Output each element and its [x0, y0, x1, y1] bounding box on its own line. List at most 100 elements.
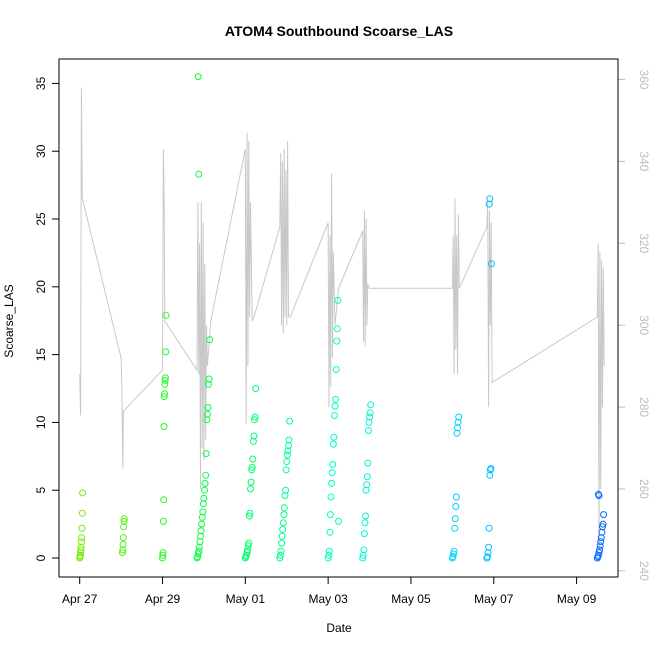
data-point: [205, 380, 212, 388]
data-point: [276, 551, 284, 559]
data-point: [364, 427, 372, 434]
data-point: [486, 471, 494, 479]
data-point: [282, 486, 290, 494]
y2-tick-label: 280: [637, 397, 650, 417]
data-point: [484, 553, 491, 561]
data-point: [78, 509, 86, 517]
y2-tick-label: 340: [637, 151, 650, 171]
data-point: [284, 447, 292, 455]
data-point: [328, 469, 336, 477]
data-point: [332, 395, 340, 403]
data-point: [454, 418, 462, 426]
y-tick-label: 20: [34, 280, 48, 294]
x-tick-label: May 09: [557, 592, 597, 606]
data-point: [455, 413, 463, 421]
data-point: [244, 542, 252, 550]
data-point: [365, 418, 373, 426]
data-point: [119, 549, 126, 557]
data-point: [331, 412, 338, 420]
data-point: [360, 530, 368, 538]
data-point: [276, 554, 284, 562]
data-point: [159, 551, 167, 559]
data-point: [203, 416, 211, 424]
data-point: [325, 547, 333, 555]
data-point: [79, 489, 87, 497]
data-point: [249, 437, 257, 445]
data-point: [247, 485, 254, 493]
data-point: [160, 496, 168, 504]
data-point: [487, 465, 495, 472]
data-point: [595, 492, 603, 500]
data-point: [252, 385, 260, 392]
data-point: [77, 538, 85, 546]
chart-title: ATOM4 Southbound Scoarse_LAS: [225, 23, 453, 39]
data-point: [279, 526, 287, 533]
data-point: [279, 519, 287, 527]
data-point: [78, 534, 86, 542]
data-point: [159, 549, 167, 557]
data-point: [366, 413, 374, 421]
x-tick-label: May 05: [391, 592, 431, 606]
data-point: [597, 534, 605, 542]
data-point: [329, 440, 337, 448]
data-point: [78, 524, 86, 532]
data-point: [362, 486, 370, 494]
data-point: [120, 517, 128, 525]
data-point: [243, 549, 251, 557]
data-point: [599, 520, 607, 528]
data-point: [333, 325, 341, 333]
data-point: [484, 549, 492, 557]
data-point: [366, 409, 374, 417]
data-point: [194, 73, 202, 81]
data-point: [280, 504, 288, 512]
x-axis-label: Date: [326, 621, 352, 635]
y-tick-label: 15: [34, 348, 48, 362]
data-point: [205, 375, 213, 383]
data-point: [248, 466, 256, 474]
y2-tick-label: 360: [637, 69, 650, 89]
data-point: [450, 547, 458, 555]
data-point: [359, 554, 367, 562]
data-point: [202, 450, 210, 458]
data-point: [363, 481, 371, 489]
data-point: [277, 547, 285, 555]
data-point: [332, 366, 340, 373]
data-point: [77, 546, 85, 554]
y-tick-label: 35: [34, 76, 48, 90]
data-point: [597, 538, 605, 546]
data-point: [194, 550, 202, 558]
y2-tick-label: 240: [637, 561, 650, 581]
data-point: [451, 524, 459, 532]
data-point: [202, 471, 210, 479]
data-point: [244, 546, 252, 554]
data-point: [361, 519, 369, 527]
data-point: [285, 436, 293, 444]
data-point: [326, 511, 334, 519]
data-point: [364, 459, 372, 467]
data-point: [200, 494, 208, 502]
data-point: [77, 549, 85, 557]
data-point: [245, 512, 253, 520]
data-point: [195, 170, 203, 178]
data-point: [367, 401, 375, 409]
data-point: [325, 551, 333, 559]
data-point: [119, 541, 127, 548]
x-tick-label: May 03: [308, 592, 348, 606]
data-point: [119, 534, 127, 542]
data-point: [596, 542, 604, 550]
data-point: [359, 551, 367, 559]
data-point: [248, 463, 256, 471]
data-point: [281, 492, 289, 500]
data-point: [196, 538, 204, 546]
data-point: [485, 524, 493, 532]
data-points-layer: [76, 73, 608, 562]
y-tick-label: 0: [34, 554, 48, 561]
x-tick-label: Apr 27: [62, 592, 98, 606]
data-point: [283, 458, 291, 466]
y-tick-label: 30: [34, 144, 48, 158]
data-point: [450, 550, 457, 558]
data-point: [245, 539, 253, 547]
data-point: [486, 195, 494, 203]
